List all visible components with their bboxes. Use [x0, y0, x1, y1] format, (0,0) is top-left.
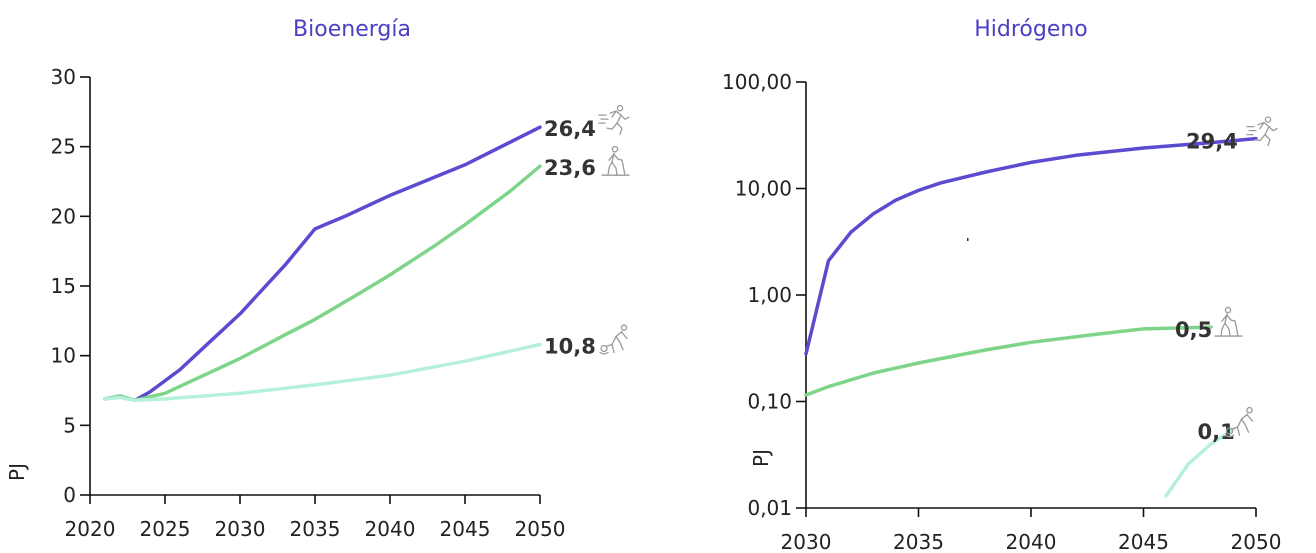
- series-end-label: 26,4: [544, 117, 596, 141]
- y-tick-label: 5: [63, 413, 76, 437]
- end-label-group: 26,4 23,6 10,8: [544, 104, 630, 359]
- crawling-person-icon: [599, 324, 628, 355]
- y-tick-label: 10: [51, 344, 76, 368]
- series-line: [103, 342, 542, 403]
- y-tick-label: 0,10: [747, 390, 792, 414]
- chart-title-hidrogeno: Hidrógeno: [974, 17, 1088, 42]
- x-tick-label: 2035: [290, 517, 341, 541]
- stray-mark: [967, 238, 969, 241]
- series-end-label: 10,8: [544, 335, 596, 359]
- x-tick-label: 2040: [365, 517, 416, 541]
- x-tick-group: 2030 2035 2040 2045 2050: [781, 508, 1282, 553]
- x-tick-label: 2030: [781, 530, 832, 553]
- y-axis-label-hidrogeno: PJ: [749, 449, 773, 467]
- series-line: [103, 164, 542, 403]
- y-tick-group: 0 5 10 15 20 25 30: [51, 65, 90, 507]
- series-end-label: 29,4: [1186, 130, 1238, 154]
- x-tick-label: 2025: [140, 517, 191, 541]
- y-tick-label: 0,01: [747, 496, 792, 520]
- series-group: [103, 125, 542, 403]
- y-tick-label: 25: [51, 135, 76, 159]
- x-tick-label: 2040: [1006, 530, 1057, 553]
- x-tick-label: 2030: [215, 517, 266, 541]
- series-line: [804, 325, 1213, 397]
- series-line: [1164, 427, 1236, 498]
- y-tick-label: 10,00: [735, 177, 792, 201]
- series-end-label: 0,1: [1198, 420, 1235, 444]
- end-label-group: 29,4 0,5 0,1: [1175, 116, 1278, 444]
- y-tick-label: 15: [51, 274, 76, 298]
- running-person-icon: [598, 104, 630, 135]
- y-tick-label: 30: [51, 65, 76, 89]
- x-tick-label: 2045: [440, 517, 491, 541]
- y-tick-label: 0: [63, 483, 76, 507]
- y-tick-group: 0,01 0,10 1,00 10,00 100,00: [722, 70, 806, 520]
- x-tick-label: 2035: [893, 530, 944, 553]
- x-tick-label: 2020: [65, 517, 116, 541]
- series-group: [804, 136, 1258, 498]
- x-tick-group: 2020 2025 2030 2035 2040 2045 2050: [65, 495, 566, 541]
- y-tick-label: 1,00: [747, 283, 792, 307]
- x-tick-label: 2045: [1118, 530, 1169, 553]
- y-tick-label: 100,00: [722, 70, 792, 94]
- running-person-icon: [1246, 116, 1278, 147]
- walking-person-icon: [601, 145, 630, 176]
- series-end-label: 23,6: [544, 156, 596, 180]
- series-end-label: 0,5: [1175, 318, 1212, 342]
- series-line: [804, 136, 1258, 356]
- x-tick-label: 2050: [1231, 530, 1282, 553]
- y-tick-label: 20: [51, 204, 76, 228]
- walking-person-icon: [1214, 306, 1243, 337]
- hidrogeno-chart: Hidrógeno PJ 0,01 0,10 1,00 10,00 100,00 203…: [722, 17, 1281, 553]
- x-tick-label: 2050: [515, 517, 566, 541]
- chart-title-bioenergia: Bioenergía: [293, 17, 411, 42]
- y-axis-label-bioenergia: PJ: [5, 463, 29, 481]
